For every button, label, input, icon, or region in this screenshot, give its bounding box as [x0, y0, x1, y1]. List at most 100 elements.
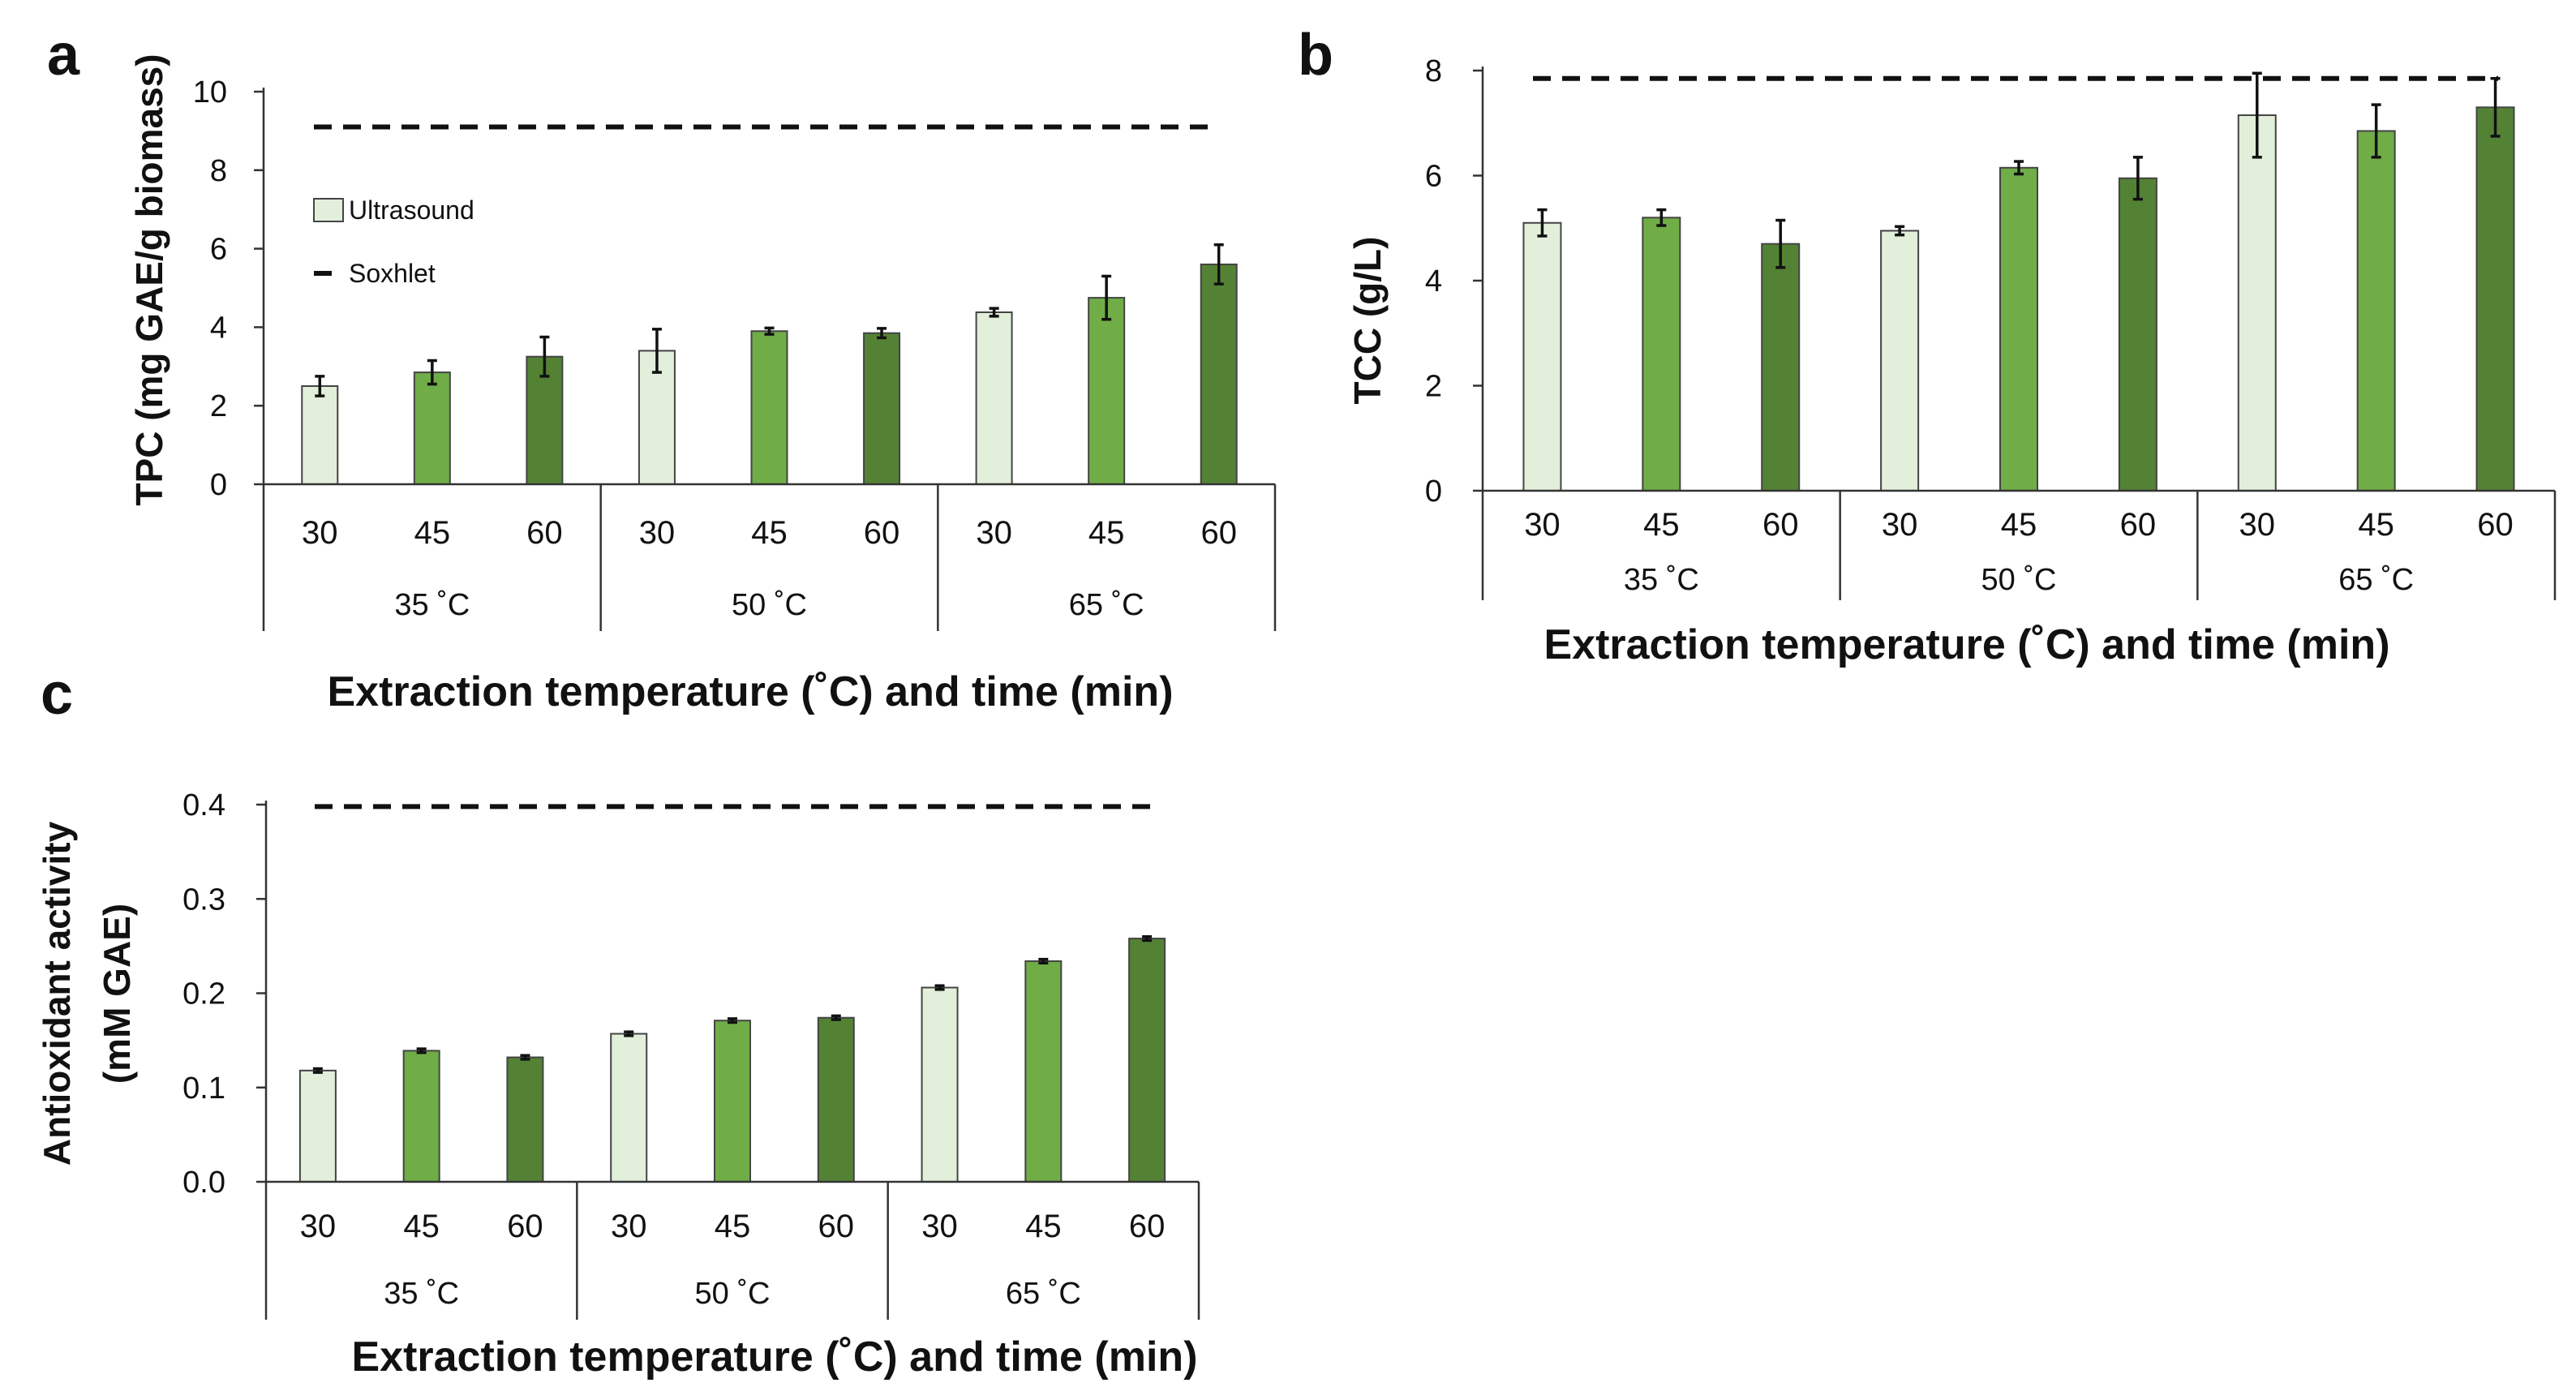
- x-category-label: 60: [1200, 515, 1237, 551]
- panel-letter-a: a: [47, 23, 80, 88]
- x-group-label: 50 ˚C: [1981, 563, 2057, 597]
- x-category-label: 45: [2001, 507, 2037, 543]
- error-bars-b: [1537, 71, 2501, 269]
- bars-a: [301, 263, 1238, 486]
- y-ticks-c: 0.0 0.1 0.2 0.3 0.4: [182, 788, 225, 1200]
- y-tick-label: 8: [210, 154, 227, 188]
- x-category-label: 30: [611, 1209, 647, 1244]
- x-categories-c: 30 45 60 30 45 60 30 45 60: [300, 1209, 1166, 1244]
- chart-panel-a: 0 2 4 6 8 10 30 45 60 30 45 60 30 45 60 35 ˚C 50 ˚C 65 …: [128, 54, 1277, 715]
- x-category-label: 30: [1524, 507, 1561, 543]
- y-tick-label: 6: [210, 233, 227, 267]
- bars-c: [298, 938, 1166, 1183]
- legend-ultrasound-swatch: [313, 198, 344, 222]
- bar: [2237, 114, 2277, 492]
- bar: [2356, 130, 2396, 492]
- x-group-label: 65 ˚C: [1069, 588, 1144, 622]
- y-tick-label: 0: [1425, 475, 1442, 509]
- y-ticks-b: 0 2 4 6 8: [1425, 54, 1442, 509]
- x-axis-label-b: Extraction temperature (˚C) and time (mi…: [1543, 621, 2389, 668]
- error-bars-c: [312, 935, 1153, 1074]
- bar: [863, 332, 901, 485]
- x-category-label: 45: [751, 515, 788, 551]
- x-group-label: 35 ˚C: [384, 1277, 459, 1311]
- x-category-label: 30: [302, 515, 338, 551]
- bar: [714, 1020, 751, 1183]
- y-ticks-a: 0 2 4 6 8 10: [193, 75, 227, 502]
- y-axis-label-a: TPC (mg GAE/g biomass): [128, 54, 170, 505]
- bar: [301, 385, 339, 485]
- x-category-label: 60: [2120, 507, 2157, 543]
- y-tick-label: 0.0: [182, 1166, 225, 1200]
- x-category-label: 30: [2239, 507, 2276, 543]
- error-bars-a: [315, 243, 1224, 397]
- y-tick-label: 2: [1425, 370, 1442, 404]
- y-tick-label: 0.3: [182, 883, 225, 917]
- x-group-label: 65 ˚C: [2338, 563, 2414, 597]
- x-categories-b: 30 45 60 30 45 60 30 45 60: [1524, 507, 2514, 543]
- x-category-label: 60: [507, 1209, 543, 1244]
- x-groups-c: 35 ˚C 50 ˚C 65 ˚C: [384, 1277, 1081, 1311]
- x-category-label: 45: [2358, 507, 2394, 543]
- panel-letter-b: b: [1298, 23, 1333, 88]
- bar: [921, 986, 959, 1183]
- y-axis-label-c-line1: Antioxidant activity: [36, 821, 78, 1166]
- y-tick-label: 0.4: [182, 788, 225, 822]
- chart-panel-b: 0 2 4 6 8 30 45 60 30 45 60 30 45 60 35 ˚C 50 ˚C 65 ˚C…: [1346, 54, 2557, 668]
- x-category-label: 45: [403, 1209, 440, 1244]
- axes-a: [254, 88, 1277, 631]
- y-tick-label: 2: [210, 389, 227, 423]
- axes-c: [256, 801, 1200, 1320]
- x-category-label: 45: [1025, 1209, 1062, 1244]
- bar: [506, 1056, 544, 1183]
- x-category-label: 30: [639, 515, 676, 551]
- bar: [1088, 297, 1126, 485]
- bar: [1642, 217, 1681, 492]
- x-category-label: 45: [414, 515, 451, 551]
- bar: [298, 1069, 337, 1183]
- y-axis-label-c-line2: (mM GAE): [96, 904, 138, 1084]
- x-groups-b: 35 ˚C 50 ˚C 65 ˚C: [1624, 563, 2414, 597]
- x-group-label: 65 ˚C: [1006, 1277, 1081, 1311]
- bar: [750, 330, 788, 485]
- y-tick-label: 8: [1425, 54, 1442, 88]
- x-category-label: 30: [300, 1209, 337, 1244]
- y-axis-label-b: TCC (g/L): [1346, 237, 1389, 405]
- x-groups-a: 35 ˚C 50 ˚C 65 ˚C: [394, 588, 1144, 622]
- bar: [610, 1033, 648, 1183]
- x-category-label: 45: [715, 1209, 751, 1244]
- x-group-label: 35 ˚C: [1624, 563, 1699, 597]
- bar: [2118, 177, 2157, 492]
- x-category-label: 60: [864, 515, 900, 551]
- bar: [402, 1050, 440, 1183]
- bar: [975, 311, 1013, 485]
- bar: [1200, 263, 1238, 485]
- axes-b: [1473, 67, 2557, 600]
- x-group-label: 50 ˚C: [695, 1277, 771, 1311]
- x-axis-label-c: Extraction temperature (˚C) and time (mi…: [351, 1333, 1197, 1381]
- legend-ultrasound-label: Ultrasound: [349, 195, 474, 225]
- y-tick-label: 0.1: [182, 1071, 225, 1106]
- x-category-label: 30: [976, 515, 1012, 551]
- x-categories-a: 30 45 60 30 45 60 30 45 60: [302, 515, 1237, 551]
- y-tick-label: 6: [1425, 160, 1442, 194]
- bar: [2475, 106, 2515, 492]
- x-category-label: 30: [921, 1209, 958, 1244]
- x-category-label: 60: [1129, 1209, 1166, 1244]
- bar: [526, 355, 564, 486]
- bar: [413, 371, 451, 485]
- x-category-label: 60: [2477, 507, 2514, 543]
- x-category-label: 60: [818, 1209, 855, 1244]
- chart-panel-c: 0.0 0.1 0.2 0.3 0.4 30 45 60 30 45 60 30 45 60 35 ˚C…: [36, 788, 1200, 1381]
- x-group-label: 35 ˚C: [394, 588, 470, 622]
- bar: [1024, 960, 1063, 1183]
- y-tick-label: 0: [210, 468, 227, 502]
- x-group-label: 50 ˚C: [732, 588, 807, 622]
- y-tick-label: 4: [210, 311, 227, 345]
- y-tick-label: 0.2: [182, 977, 225, 1011]
- x-category-label: 60: [526, 515, 563, 551]
- x-category-label: 60: [1762, 507, 1799, 543]
- bar: [817, 1016, 855, 1183]
- bar: [1880, 230, 1920, 492]
